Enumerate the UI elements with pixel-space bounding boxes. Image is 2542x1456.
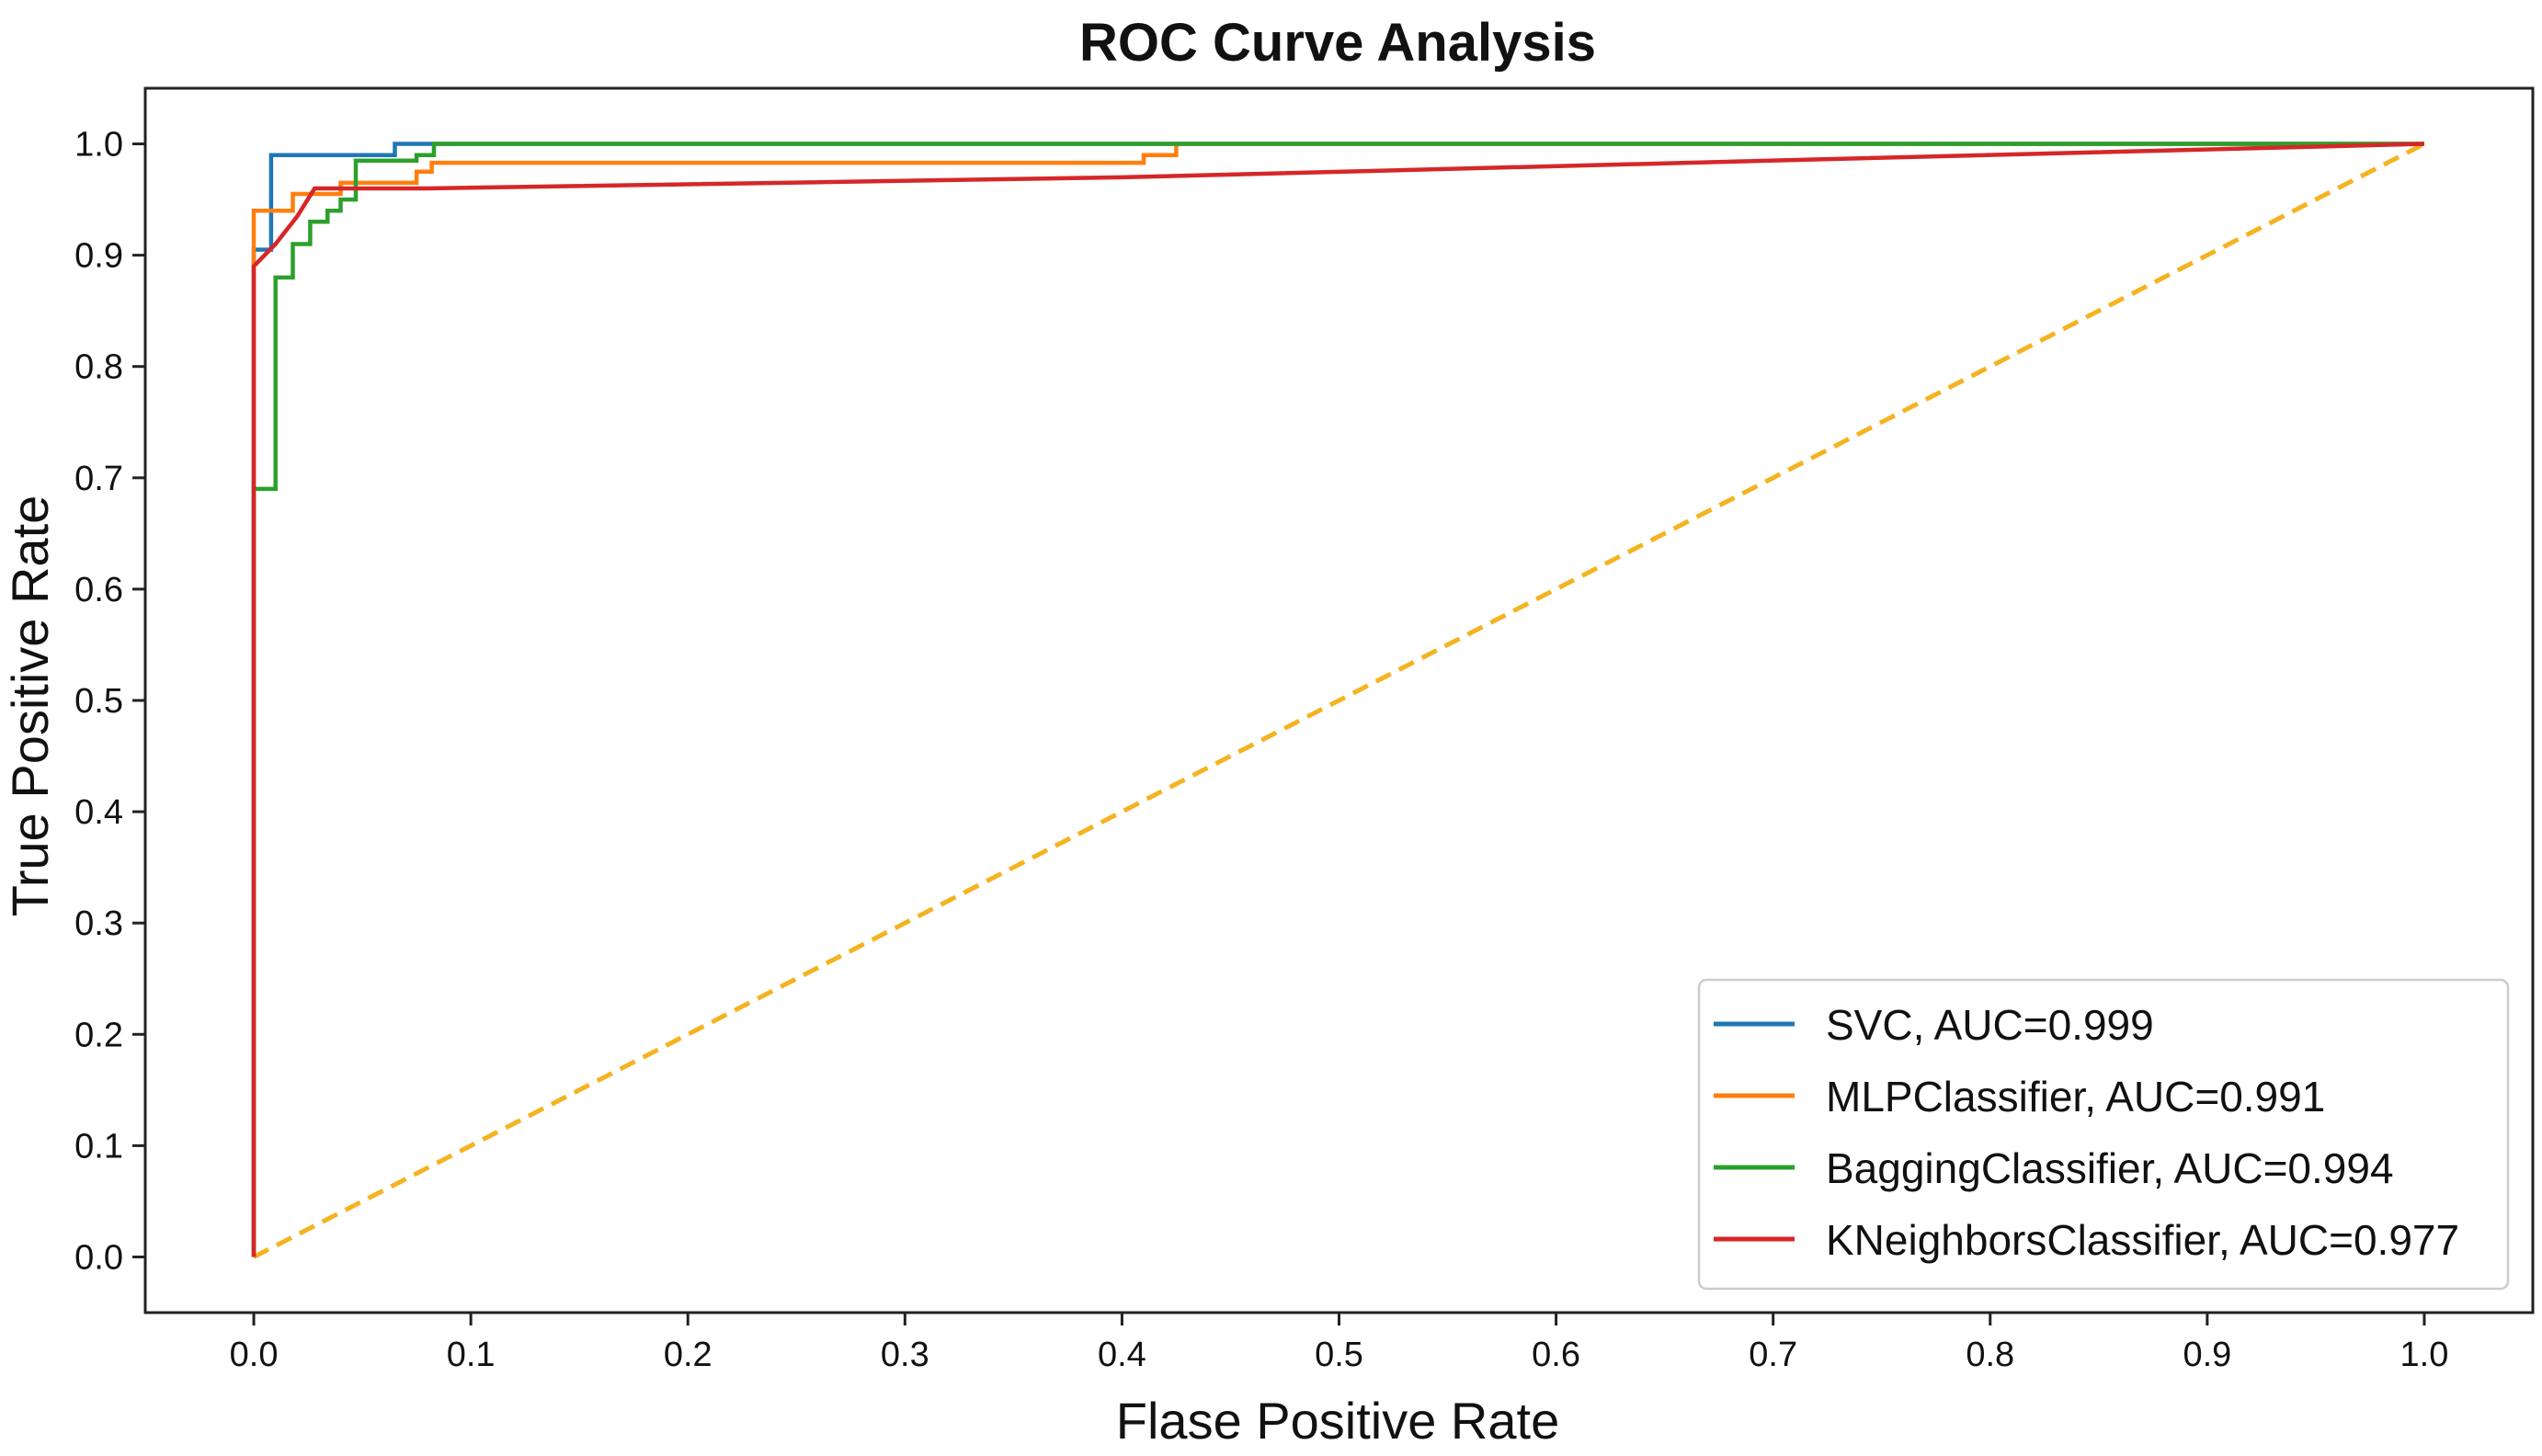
x-tick-label: 1.0 xyxy=(2400,1336,2449,1374)
series-line-baggingclassifier xyxy=(251,142,2424,1257)
series-line-mlpclassifier xyxy=(251,142,2424,1257)
series-layer xyxy=(251,142,2426,1259)
x-tick-label: 0.1 xyxy=(447,1336,496,1374)
y-tick-label: 0.4 xyxy=(74,793,123,832)
legend-box xyxy=(1697,978,2510,1291)
legend-label: SVC, AUC=0.999 xyxy=(1826,1001,2154,1049)
x-tick-label: 0.2 xyxy=(664,1336,712,1374)
x-tick-label: 0.9 xyxy=(2183,1336,2231,1374)
y-tick-label: 0.5 xyxy=(74,682,123,721)
y-tick-label: 0.8 xyxy=(74,348,123,387)
y-tick-label: 0.6 xyxy=(74,571,123,609)
y-axis-label: True Positive Rate xyxy=(1,495,59,917)
y-tick-label: 0.9 xyxy=(74,237,123,276)
legend-item: BaggingClassifier, AUC=0.994 xyxy=(1714,1144,2394,1192)
y-tick-label: 0.7 xyxy=(74,460,123,498)
x-tick-label: 0.0 xyxy=(230,1336,279,1374)
x-tick-label: 0.8 xyxy=(1966,1336,2014,1374)
y-tick-label: 0.3 xyxy=(74,904,123,943)
y-tick-label: 1.0 xyxy=(74,126,123,165)
y-tick-label: 0.2 xyxy=(74,1016,123,1054)
legend-label: MLPClassifier, AUC=0.991 xyxy=(1826,1073,2325,1120)
x-tick-label: 0.3 xyxy=(881,1336,929,1374)
series-line-kneighborsclassifier xyxy=(251,142,2425,1257)
x-tick-label: 0.7 xyxy=(1749,1336,1797,1374)
chance-diagonal-line xyxy=(252,142,2426,1259)
legend-item: MLPClassifier, AUC=0.991 xyxy=(1714,1073,2325,1120)
x-tick-label: 0.6 xyxy=(1532,1336,1580,1374)
legend-label: BaggingClassifier, AUC=0.994 xyxy=(1826,1144,2394,1192)
y-tick-label: 0.0 xyxy=(74,1238,123,1277)
chart-title: ROC Curve Analysis xyxy=(1079,13,1596,73)
x-tick-label: 0.4 xyxy=(1098,1336,1146,1374)
x-axis-label: Flase Positive Rate xyxy=(1116,1392,1559,1450)
legend-label: KNeighborsClassifier, AUC=0.977 xyxy=(1826,1216,2459,1264)
legend: SVC, AUC=0.999 MLPClassifier, AUC=0.991 Ba… xyxy=(1697,978,2510,1291)
y-tick-label: 0.1 xyxy=(74,1127,123,1166)
legend-item: KNeighborsClassifier, AUC=0.977 xyxy=(1714,1216,2459,1264)
x-tick-label: 0.5 xyxy=(1315,1336,1363,1374)
y-axis-ticks: 0.0 0.1 0.2 0.3 0.4 0.5 0.6 0.7 0.8 0.9 1.0 xyxy=(74,126,145,1277)
x-axis-ticks: 0.0 0.1 0.2 0.3 0.4 0.5 0.6 0.7 0.8 0.9 1.0 xyxy=(230,1313,2449,1374)
legend-item: SVC, AUC=0.999 xyxy=(1714,1001,2154,1049)
